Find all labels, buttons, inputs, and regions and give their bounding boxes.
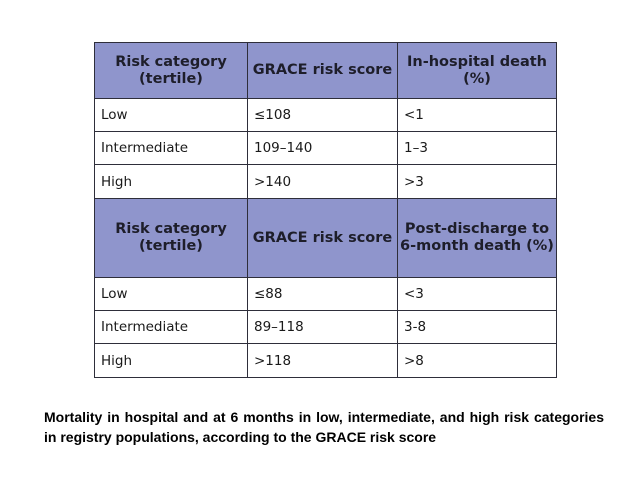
header-grace-score: GRACE risk score (247, 42, 398, 99)
table-row: Intermediate 89–118 3-8 (94, 310, 557, 344)
table-row: Low ≤88 <3 (94, 277, 557, 311)
header-in-hospital-death: In-hospital death (%) (397, 42, 557, 99)
cell-grace-score: ≤88 (247, 277, 398, 311)
table-header-row-in-hospital: Risk category (tertile) GRACE risk score… (94, 42, 557, 99)
cell-risk-category: Intermediate (94, 310, 248, 344)
table-header-row-post-discharge: Risk category (tertile) GRACE risk score… (94, 198, 557, 278)
cell-risk-category: Low (94, 98, 248, 132)
cell-risk-category: Low (94, 277, 248, 311)
cell-grace-score: 89–118 (247, 310, 398, 344)
table-row: High >140 >3 (94, 164, 557, 199)
grace-risk-table: Risk category (tertile) GRACE risk score… (94, 42, 557, 378)
cell-risk-category: High (94, 343, 248, 378)
cell-death-percent: >8 (397, 343, 557, 378)
cell-death-percent: 3-8 (397, 310, 557, 344)
figure-caption: Mortality in hospital and at 6 months in… (44, 409, 604, 445)
cell-risk-category: High (94, 164, 248, 199)
cell-death-percent: 1–3 (397, 131, 557, 165)
cell-death-percent: <3 (397, 277, 557, 311)
header-post-discharge-death: Post-discharge to 6-month death (%) (397, 198, 557, 278)
cell-risk-category: Intermediate (94, 131, 248, 165)
header-risk-category: Risk category (tertile) (94, 198, 248, 278)
table-row: Low ≤108 <1 (94, 98, 557, 132)
cell-grace-score: >118 (247, 343, 398, 378)
table-row: Intermediate 109–140 1–3 (94, 131, 557, 165)
cell-death-percent: >3 (397, 164, 557, 199)
cell-grace-score: ≤108 (247, 98, 398, 132)
table-row: High >118 >8 (94, 343, 557, 378)
cell-death-percent: <1 (397, 98, 557, 132)
header-risk-category: Risk category (tertile) (94, 42, 248, 99)
header-grace-score: GRACE risk score (247, 198, 398, 278)
cell-grace-score: >140 (247, 164, 398, 199)
cell-grace-score: 109–140 (247, 131, 398, 165)
